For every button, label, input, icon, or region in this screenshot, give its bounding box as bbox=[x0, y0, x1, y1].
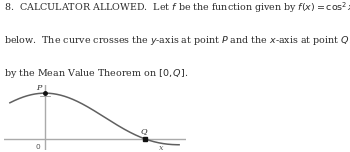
Text: by the Mean Value Theorem on $\left[0,Q\right]$.: by the Mean Value Theorem on $\left[0,Q\… bbox=[4, 67, 188, 80]
Text: 8.  CALCULATOR ALLOWED.  Let $f$ be the function given by $f(x)=\cos^2 x+\cos x$: 8. CALCULATOR ALLOWED. Let $f$ be the fu… bbox=[4, 0, 350, 15]
Text: Q: Q bbox=[140, 127, 147, 135]
Text: x: x bbox=[159, 144, 163, 152]
Text: 0: 0 bbox=[35, 144, 40, 150]
Text: P: P bbox=[36, 84, 41, 92]
Text: below.  The curve crosses the $y$-axis at point $P$ and the $x$-axis at point $Q: below. The curve crosses the $y$-axis at… bbox=[4, 33, 350, 47]
